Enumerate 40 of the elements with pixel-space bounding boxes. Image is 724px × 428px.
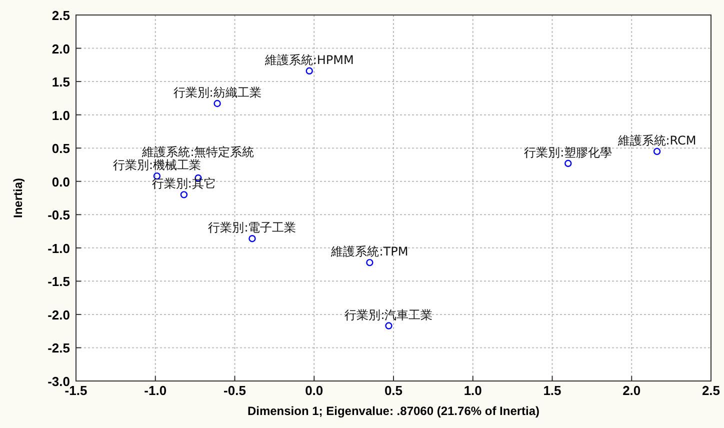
y-tick-label: 2.0	[52, 41, 70, 56]
y-tick-label: 0.5	[52, 141, 70, 156]
y-tick-label: -1.5	[48, 274, 70, 290]
y-tick-label: 1.0	[52, 108, 70, 123]
annotation: 行業別:汽車工業	[344, 308, 433, 322]
y-tick-label: 2.5	[52, 8, 70, 23]
annotation: 維護系統:無特定系統	[141, 145, 254, 160]
x-tick-label: -0.5	[224, 383, 246, 398]
point	[214, 100, 221, 108]
y-tick-label: -1.0	[48, 240, 70, 256]
x-tick-label: 1.0	[464, 383, 482, 398]
x-tick-label: 2.0	[622, 383, 641, 398]
y-tick-label: -0.5	[48, 208, 70, 223]
y-tick-label: 1.5	[52, 74, 70, 90]
point	[653, 148, 661, 156]
x-tick-label: 0.0	[305, 383, 324, 398]
point	[366, 258, 374, 266]
annotation: 維護系統:HPMM	[264, 52, 354, 67]
point	[564, 160, 572, 167]
annotation: 行業別:紡織工業	[173, 86, 262, 100]
annotation: 行業別:塑膠化學	[524, 145, 612, 160]
y-tick-label: 0.0	[52, 174, 70, 190]
point	[248, 234, 256, 242]
x-tick-label: 2.5	[702, 383, 720, 398]
point	[306, 67, 313, 74]
annotation: 行業別:電子工業	[208, 220, 296, 235]
x-tick-label: 0.5	[384, 383, 403, 398]
x-tick-label: 1.5	[543, 383, 562, 398]
x-axis-title: Dimension 1; Eigenvalue: .87060 (21.76% of Inertia)	[247, 404, 540, 418]
x-tick-label: -1.0	[144, 383, 167, 398]
annotation: 維護系統:TPM	[330, 244, 408, 259]
y-axis-title: Inertia)	[11, 178, 25, 218]
point	[180, 191, 188, 198]
y-tick-label: -2.5	[48, 340, 70, 356]
annotation: 行業別:其它	[152, 176, 216, 191]
annotation: 行業別:機械工業	[112, 158, 201, 172]
point	[385, 322, 392, 330]
annotation: 維護系統:RCM	[616, 133, 696, 148]
y-tick-label: -2.0	[48, 307, 70, 322]
y-tick-label: -3.0	[48, 374, 70, 389]
